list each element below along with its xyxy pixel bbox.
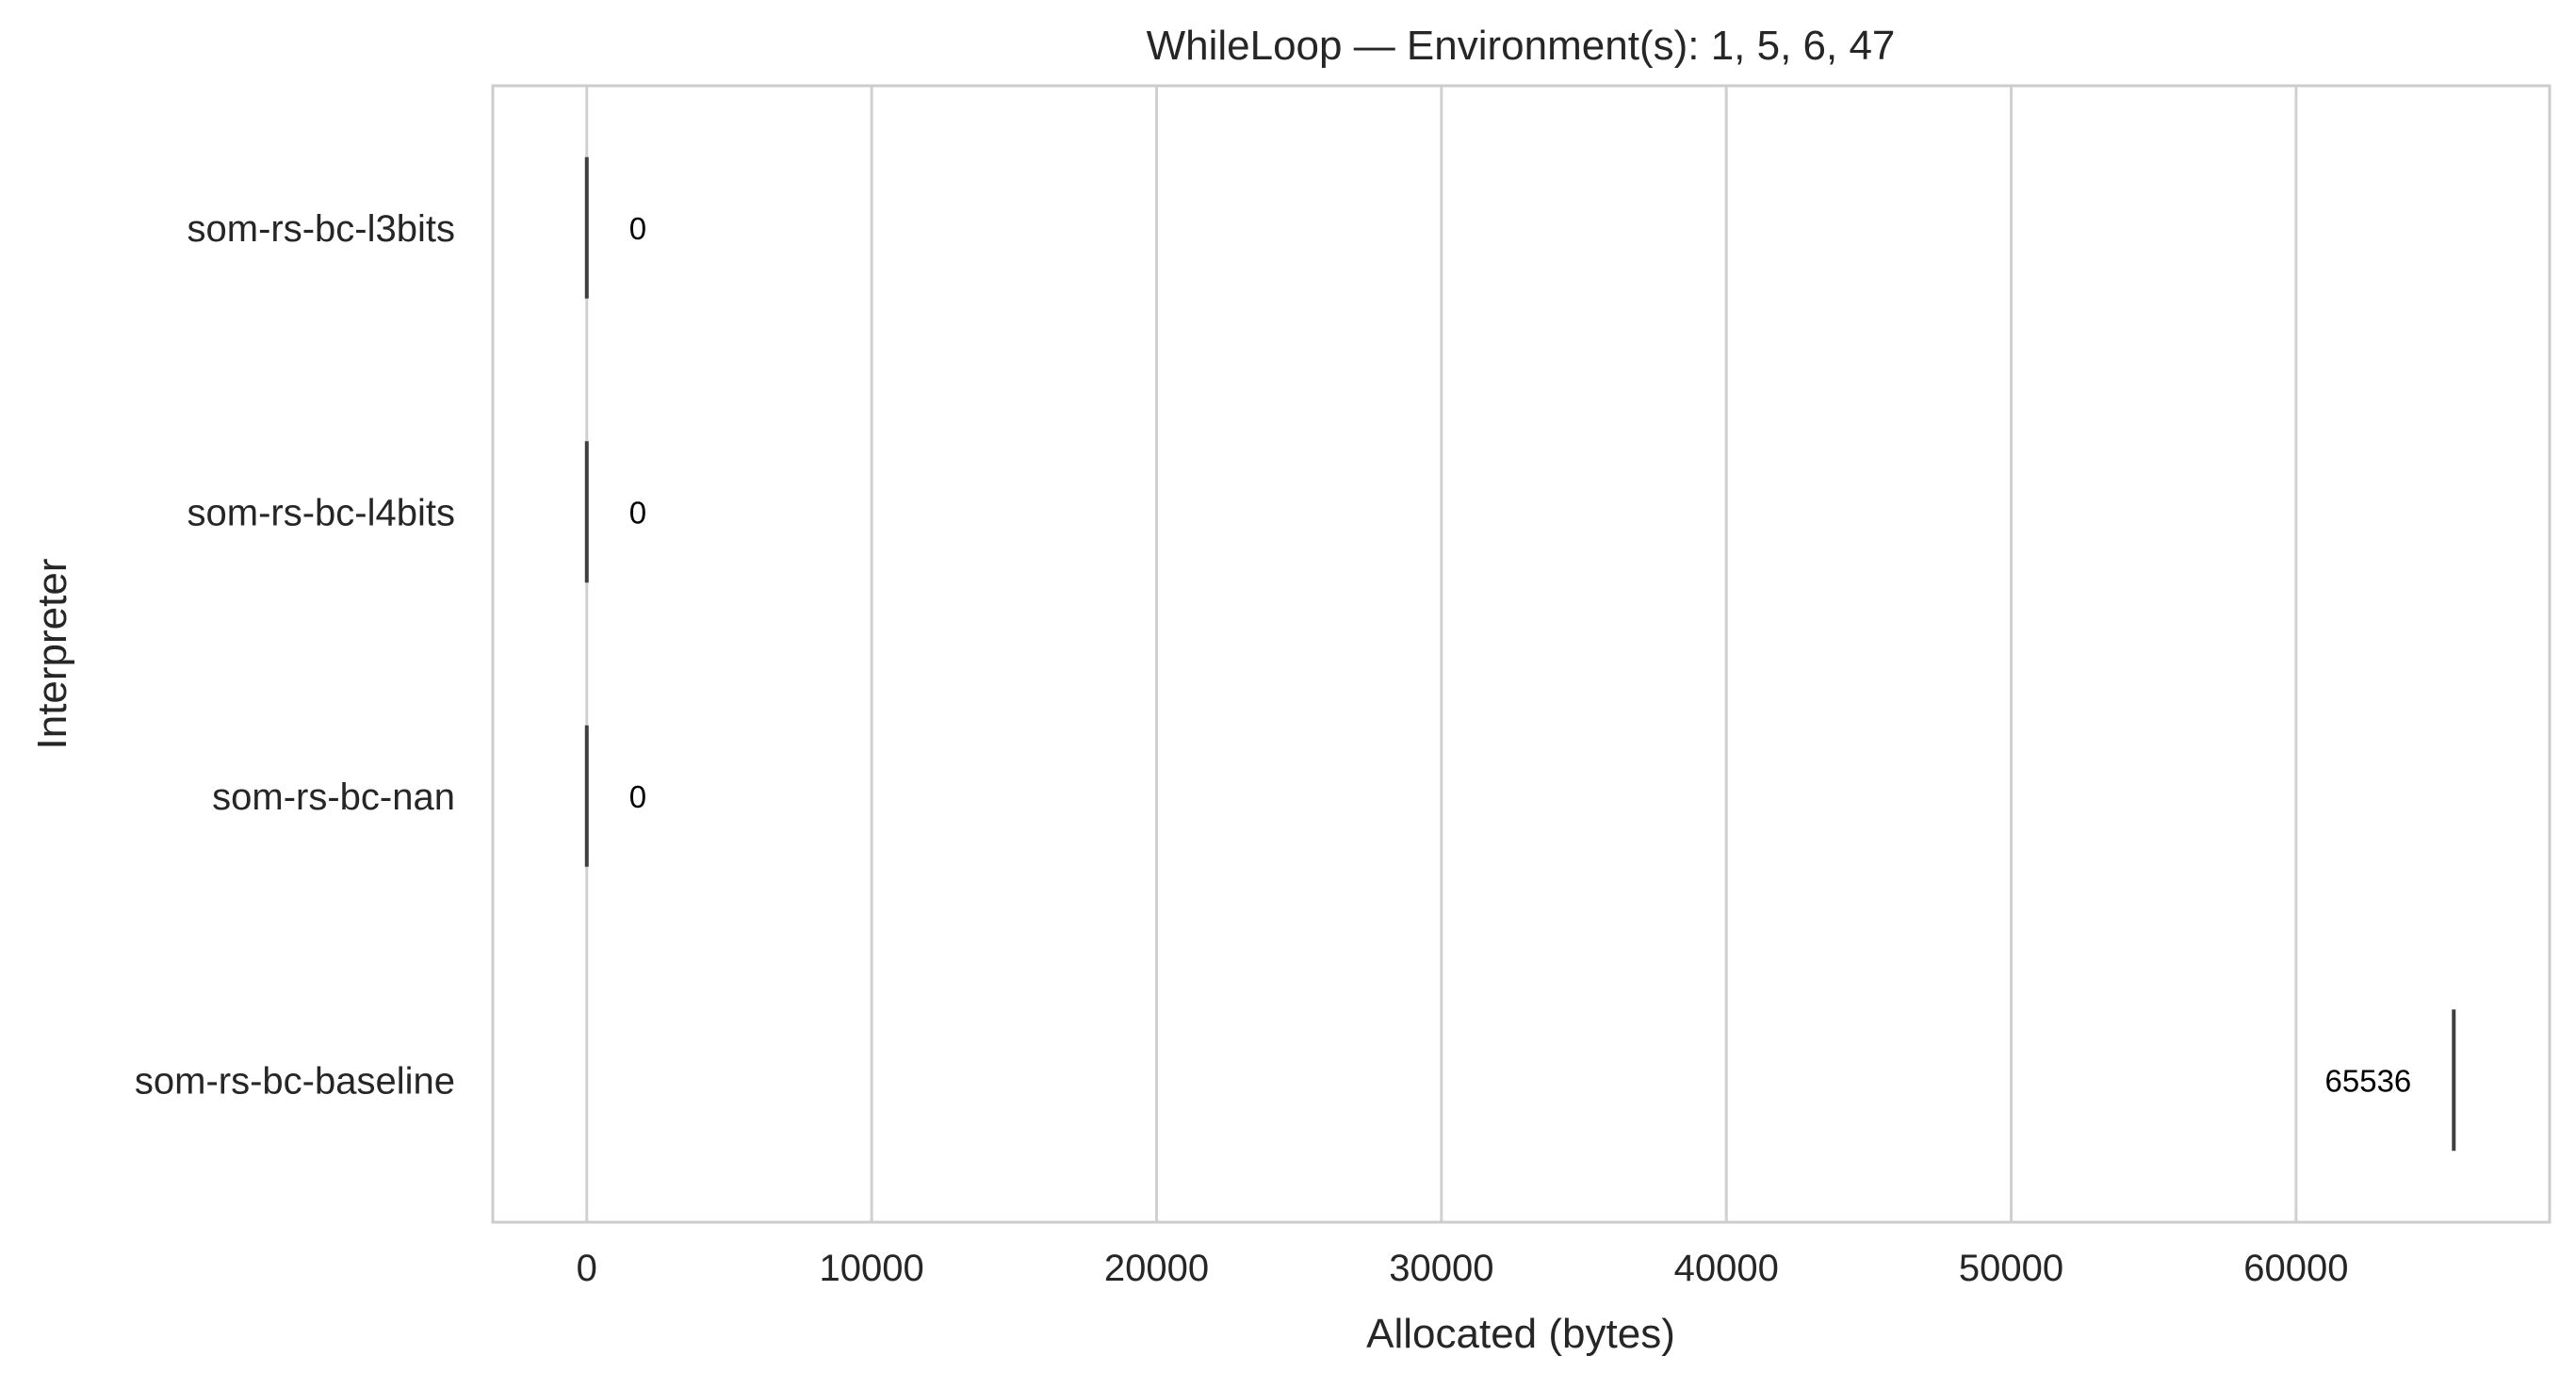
y-axis-label: Interpreter xyxy=(29,559,75,750)
chart-title: WhileLoop — Environment(s): 1, 5, 6, 47 xyxy=(1147,23,1896,69)
y-tick-label: som-rs-bc-baseline xyxy=(135,1060,455,1102)
data-labels: 0 0 0 65536 xyxy=(629,211,2412,1099)
data-label: 0 xyxy=(629,779,646,814)
x-tick-label: 50000 xyxy=(1959,1248,2063,1289)
plot-area-frame xyxy=(491,84,2552,1224)
x-tick-label: 40000 xyxy=(1674,1248,1779,1289)
y-tick-label: som-rs-bc-l3bits xyxy=(187,208,455,250)
x-tick-label: 0 xyxy=(577,1248,597,1289)
x-tick-label: 10000 xyxy=(820,1248,924,1289)
y-tick-label: som-rs-bc-l4bits xyxy=(187,492,455,533)
x-tick-label: 30000 xyxy=(1389,1248,1493,1289)
y-tick-label: som-rs-bc-nan xyxy=(212,776,455,818)
data-label: 0 xyxy=(629,211,646,246)
y-tick-labels: som-rs-bc-l3bits som-rs-bc-l4bits som-rs-b… xyxy=(135,208,455,1103)
data-label: 65536 xyxy=(2325,1063,2412,1098)
data-label: 0 xyxy=(629,495,646,530)
x-axis-label: Allocated (bytes) xyxy=(1366,1311,1675,1357)
x-tick-label: 20000 xyxy=(1104,1248,1209,1289)
x-tick-label: 60000 xyxy=(2243,1248,2348,1289)
gridlines xyxy=(585,86,2298,1222)
box-marks xyxy=(584,156,2456,1152)
x-tick-labels: 0 10000 20000 30000 40000 50000 60000 xyxy=(577,1248,2349,1289)
